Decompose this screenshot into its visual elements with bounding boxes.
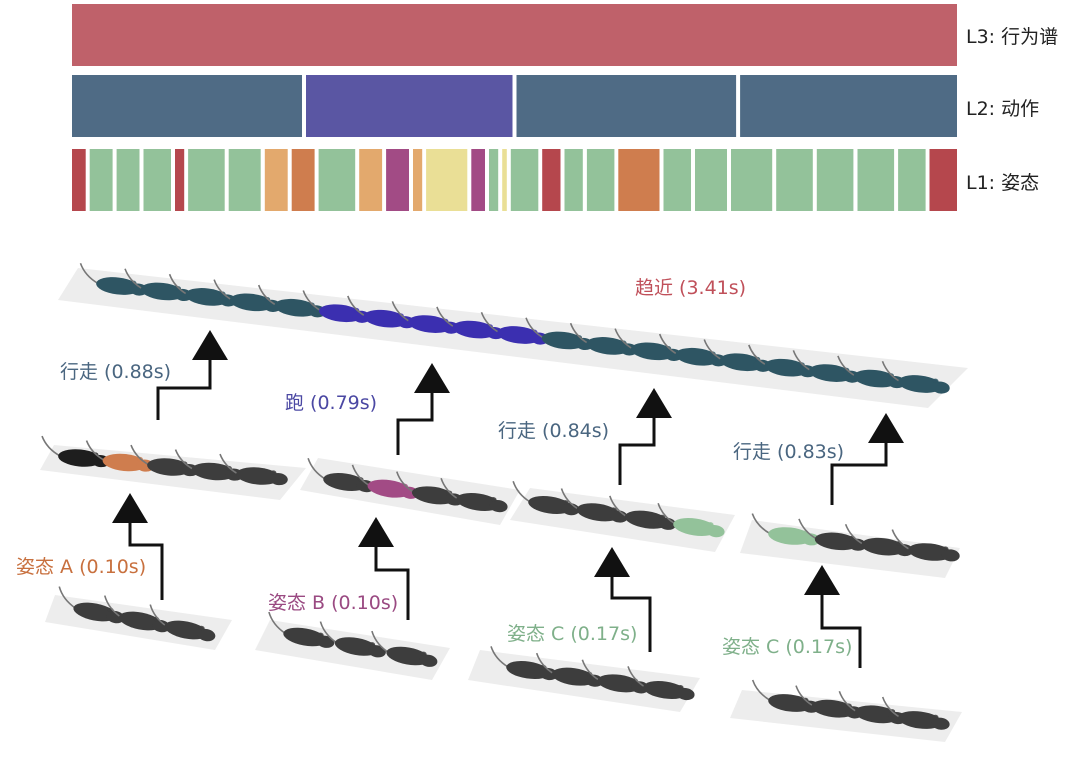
l2-segment-1 xyxy=(72,75,302,137)
run-mouse-4 xyxy=(440,477,508,513)
walk3-mouse-4 xyxy=(891,529,960,562)
postureB-mouse-1 xyxy=(268,611,335,648)
l1-segment-25 xyxy=(731,149,773,211)
walk3-mouse-3 xyxy=(844,523,914,557)
arrow-postureB-to-run xyxy=(358,517,410,620)
l1-segment-2 xyxy=(89,149,113,211)
arrow-postureA-to-walk1 xyxy=(112,493,164,600)
l1-segment-12 xyxy=(386,149,409,211)
label-run: 跑 (0.79s) xyxy=(285,392,378,414)
walk2-mouse-1 xyxy=(512,480,580,516)
l1-segment-14 xyxy=(426,149,468,211)
level-label-l2: L2: 动作 xyxy=(966,98,1040,120)
l2-segment-4 xyxy=(740,75,957,137)
hierarchy-arrows xyxy=(112,330,904,668)
l1-segment-7 xyxy=(228,149,261,211)
l1-segment-27 xyxy=(816,149,854,211)
postureC2-mouse-4 xyxy=(881,696,950,730)
arrow-run-to-approach xyxy=(396,363,450,455)
label-walk2: 行走 (0.84s) xyxy=(498,420,610,442)
label-posture-a: 姿态 A (0.10s) xyxy=(16,556,147,578)
postureC1-mouse-4 xyxy=(627,666,695,701)
l1-segment-19 xyxy=(542,149,561,211)
postureA-mouse-3 xyxy=(149,604,216,642)
postureC1-mouse-2 xyxy=(535,652,604,687)
label-posture-c-1: 姿态 C (0.17s) xyxy=(507,623,638,645)
l1-segment-29 xyxy=(898,149,926,211)
l1-segment-8 xyxy=(264,149,288,211)
l1-segment-30 xyxy=(929,149,957,211)
l1-segment-1 xyxy=(72,149,86,211)
label-approach: 趋近 (3.41s) xyxy=(635,277,747,299)
label-posture-b: 姿态 B (0.10s) xyxy=(268,592,399,614)
approach-mouse-14 xyxy=(658,333,727,367)
l1-segment-17 xyxy=(502,149,507,211)
l2-segment-3 xyxy=(516,75,737,137)
postureA-mouse-1 xyxy=(58,586,125,624)
l1-segment-5 xyxy=(175,149,185,211)
l1-posture-bars xyxy=(72,149,957,211)
l1-segment-4 xyxy=(143,149,171,211)
approach-mouse-19 xyxy=(881,361,950,394)
postureC1-mouse-1 xyxy=(490,646,558,681)
l1-segment-9 xyxy=(291,149,315,211)
walk3-mouse-2 xyxy=(798,518,867,551)
l2-action-bars xyxy=(72,75,957,137)
l1-segment-21 xyxy=(586,149,615,211)
l1-segment-20 xyxy=(564,149,583,211)
l3-behavior-bar xyxy=(72,4,957,66)
l1-segment-16 xyxy=(489,149,499,211)
postureA-mouse-2 xyxy=(103,595,170,633)
l1-segment-22 xyxy=(618,149,660,211)
l1-segment-3 xyxy=(116,149,140,211)
label-walk3: 行走 (0.83s) xyxy=(733,441,845,463)
l1-segment-24 xyxy=(695,149,727,211)
level-label-l3: L3: 行为谱 xyxy=(966,26,1059,48)
postureC1-mouse-3 xyxy=(581,659,649,694)
l1-segment-13 xyxy=(413,149,423,211)
postureB-mouse-3 xyxy=(371,630,438,667)
l1-segment-6 xyxy=(188,149,225,211)
l1-segment-26 xyxy=(776,149,813,211)
arrow-postureC1-to-walk2 xyxy=(594,547,652,652)
l1-segment-18 xyxy=(510,149,539,211)
l1-segment-28 xyxy=(857,149,895,211)
arrow-walk3-to-approach xyxy=(830,413,904,505)
walk1-mouse-5 xyxy=(219,453,288,486)
walk2-mouse-4 xyxy=(657,502,725,538)
arrow-walk2-to-approach xyxy=(618,388,672,485)
postureB-mouse-2 xyxy=(319,621,386,658)
l1-segment-10 xyxy=(318,149,356,211)
label-walk1: 行走 (0.88s) xyxy=(60,361,172,383)
level-label-l1: L1: 姿态 xyxy=(966,172,1040,194)
l1-segment-15 xyxy=(471,149,485,211)
arrow-walk1-to-approach xyxy=(156,330,228,420)
label-posture-c-2: 姿态 C (0.17s) xyxy=(722,636,853,658)
arrow-postureC2-to-walk3 xyxy=(804,565,862,668)
walk3-mouse-1 xyxy=(751,513,820,546)
l2-segment-2 xyxy=(306,75,513,137)
mouse-figures xyxy=(41,263,960,730)
l1-segment-11 xyxy=(359,149,383,211)
l1-segment-23 xyxy=(663,149,691,211)
